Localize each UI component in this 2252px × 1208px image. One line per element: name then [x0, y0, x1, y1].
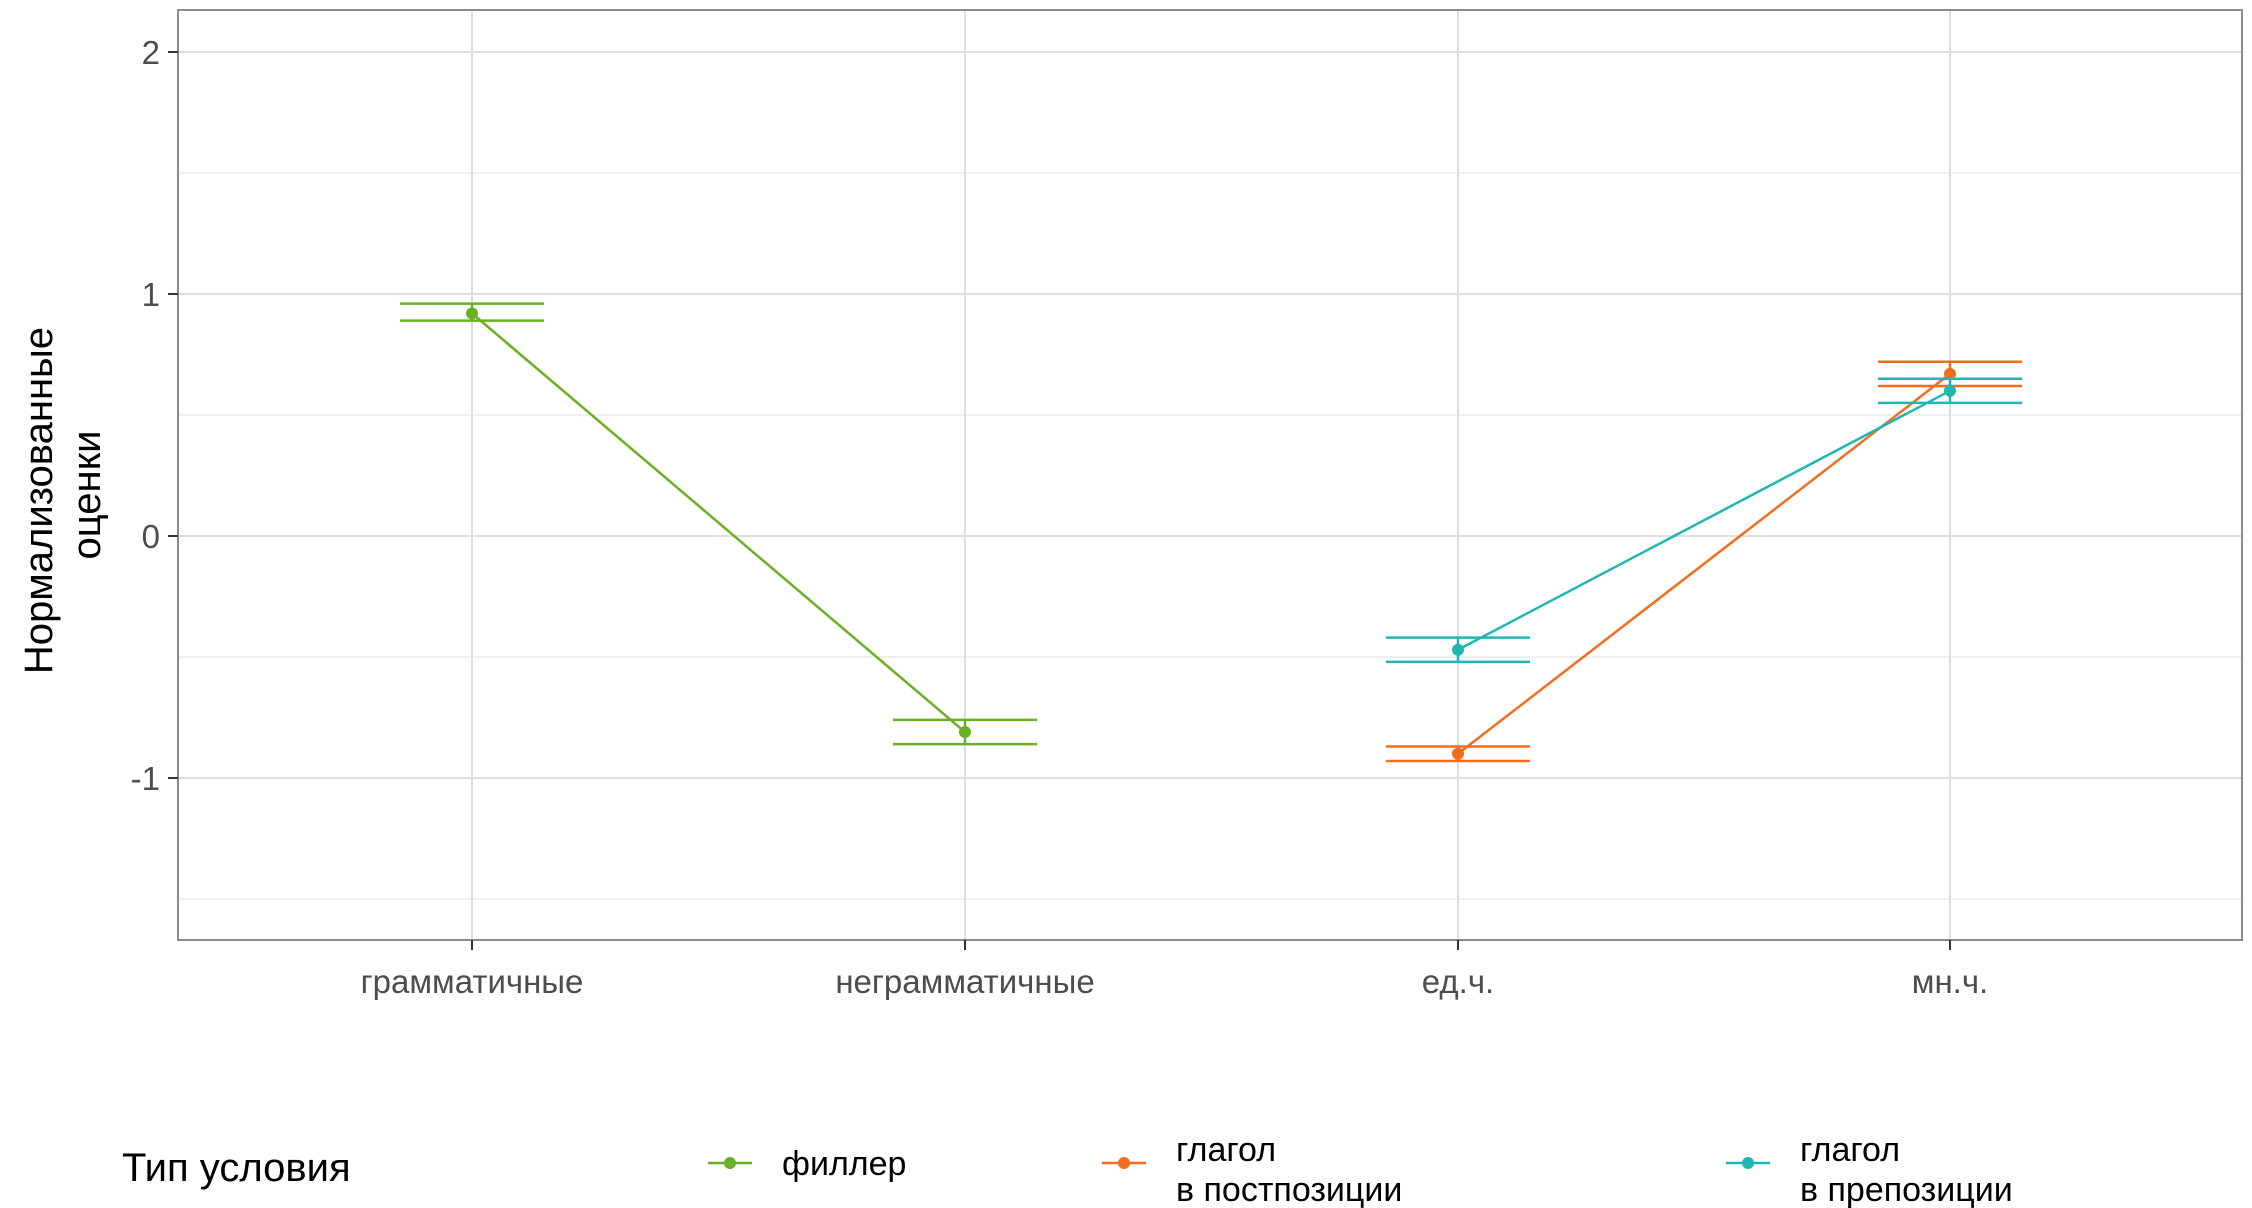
series-0	[400, 302, 1037, 746]
x-tick-label-1: неграмматичные	[835, 963, 1094, 1000]
plot-panel-border	[177, 9, 2243, 941]
series-1	[1386, 360, 2022, 763]
data-point-2-1	[1944, 384, 1956, 397]
x-tick-label-0: грамматичные	[361, 963, 584, 1000]
series-line-2	[1457, 389, 1951, 651]
y-ticks: 2 1 0 -1	[131, 34, 178, 797]
y-tick-label-0: 2	[142, 34, 160, 71]
y-axis-label: Нормализованные оценки	[17, 316, 109, 674]
y-axis-label-line-1: Нормализованные	[17, 327, 61, 674]
legend-label-0: филлер	[782, 1145, 906, 1183]
x-tick-label-2: ед.ч.	[1422, 963, 1494, 1000]
y-tick-label-3: -1	[131, 760, 160, 797]
legend-title: Тип условия	[122, 1146, 351, 1190]
x-tick-label-3: мн.ч.	[1912, 963, 1988, 1000]
series-2	[1386, 377, 2022, 664]
legend-key-point-2	[1742, 1157, 1754, 1169]
data-point-1-1	[1944, 367, 1956, 380]
legend-key-point-0	[724, 1157, 736, 1169]
y-axis-label-line-2: оценки	[65, 431, 109, 560]
legend-key-point-1	[1118, 1157, 1130, 1169]
legend-label-1-line-0: глагол	[1176, 1131, 1276, 1169]
series-line-0	[471, 312, 966, 733]
data-point-0-1	[959, 726, 971, 739]
legend-item-0: филлер	[708, 1145, 906, 1183]
data-point-0-0	[466, 307, 478, 320]
series-line-1	[1457, 372, 1951, 755]
legend-label-2-line-1: в препозиции	[1800, 1171, 2013, 1208]
series	[400, 302, 2022, 763]
legend-label-2-line-0: глагол	[1800, 1131, 1900, 1169]
y-tick-label-2: 0	[142, 518, 160, 555]
data-point-2-0	[1452, 643, 1464, 656]
grid	[178, 10, 2242, 940]
x-ticks: грамматичные неграмматичные ед.ч. мн.ч.	[361, 940, 1988, 1000]
data-point-1-0	[1452, 747, 1464, 760]
y-tick-label-1: 1	[142, 276, 160, 313]
legend-label-1-line-1: в постпозиции	[1176, 1171, 1402, 1208]
